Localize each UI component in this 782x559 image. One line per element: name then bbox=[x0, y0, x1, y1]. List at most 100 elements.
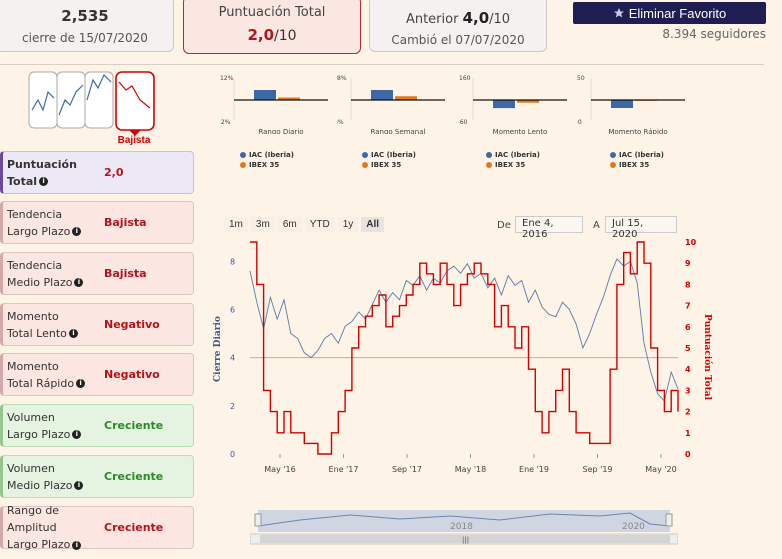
indicator-label: Momento Total Rápido i bbox=[3, 358, 104, 392]
legend-item[interactable]: IAC (Iberia) bbox=[240, 150, 294, 160]
indicator-label: Momento Total Lento i bbox=[3, 308, 104, 342]
y2-tick-label: 9 bbox=[685, 259, 691, 268]
y-tick-label: 8 bbox=[230, 257, 235, 266]
bar-chart-fast-momentum: 50 −50 Momento Rápido bbox=[577, 75, 685, 134]
bar-ymax-label: 8% bbox=[337, 75, 347, 82]
range-6m-button[interactable]: 6m bbox=[277, 217, 302, 232]
y2-tick-label: 6 bbox=[685, 323, 691, 332]
indicator-value: Creciente bbox=[104, 419, 164, 432]
indicator-value: Negativo bbox=[104, 368, 160, 381]
bar-title: Momento Lento bbox=[493, 128, 548, 134]
bar-title: Rango Semanal bbox=[371, 128, 426, 134]
bar-legend: IAC (Iberia) IBEX 35 bbox=[240, 150, 294, 170]
to-label: A bbox=[593, 220, 600, 231]
range-3m-button[interactable]: 3m bbox=[250, 217, 275, 232]
indicator-row[interactable]: Tendencia Medio Plazo i Bajista bbox=[0, 252, 194, 295]
info-icon[interactable]: i bbox=[39, 177, 49, 186]
indicator-row[interactable]: Puntuación Total i 2,0 bbox=[0, 151, 194, 194]
indicator-value: Negativo bbox=[104, 318, 160, 331]
info-icon[interactable]: i bbox=[74, 481, 84, 490]
legend-item[interactable]: IBEX 35 bbox=[486, 160, 540, 170]
legend-item[interactable]: IAC (Iberia) bbox=[486, 150, 540, 160]
bar-ymin-label: −8% bbox=[337, 119, 344, 126]
info-icon[interactable]: i bbox=[72, 227, 82, 236]
remove-favorite-button[interactable]: Eliminar Favorito bbox=[573, 2, 766, 24]
indicator-row[interactable]: Momento Total Lento i Negativo bbox=[0, 303, 194, 346]
y2-axis-label: Puntuación Total bbox=[702, 314, 713, 401]
info-icon[interactable]: i bbox=[72, 430, 82, 439]
bar-ymax-label: 160 bbox=[459, 75, 471, 82]
y2-tick-label: 0 bbox=[685, 450, 691, 459]
navigator-label-2018: 2018 bbox=[450, 522, 473, 532]
bar-ibex bbox=[278, 97, 300, 100]
star-icon bbox=[613, 8, 624, 18]
indicator-label: Volumen Medio Plazo i bbox=[3, 460, 104, 494]
header-divider bbox=[0, 64, 764, 65]
indicator-row[interactable]: Volumen Medio Plazo i Creciente bbox=[0, 455, 194, 498]
trend-charts-icon: Bajista bbox=[28, 71, 155, 146]
bar-legend: IAC (Iberia) IBEX 35 bbox=[610, 150, 664, 170]
info-icon[interactable]: i bbox=[74, 278, 84, 287]
previous-changed: Cambió el 07/07/2020 bbox=[391, 33, 525, 47]
followers-count: 8.394 seguidores bbox=[662, 27, 766, 41]
bar-ymin-label: −50 bbox=[577, 119, 582, 126]
legend-item[interactable]: IBEX 35 bbox=[610, 160, 664, 170]
bar-title: Momento Rápido bbox=[608, 128, 667, 134]
main-line-chart: 0 2 4 6 8 0 1 2 3 4 5 6 7 8 9 10 Cierre Diario Puntuación… bbox=[213, 238, 713, 474]
bar-iac bbox=[493, 100, 515, 109]
y2-tick-label: 1 bbox=[685, 429, 691, 438]
price-card: 2,535 cierre de 15/07/2020 bbox=[0, 0, 174, 52]
y-tick-label: 0 bbox=[230, 450, 235, 459]
indicator-row[interactable]: Tendencia Largo Plazo i Bajista bbox=[0, 201, 194, 244]
range-ytd-button[interactable]: YTD bbox=[304, 217, 335, 232]
x-tick-label: Sep '19 bbox=[583, 465, 613, 474]
navigator-scrollbar[interactable] bbox=[260, 535, 670, 543]
legend-item[interactable]: IBEX 35 bbox=[362, 160, 416, 170]
range-1m-button[interactable]: 1m bbox=[224, 217, 248, 232]
price-value: 2,535 bbox=[61, 7, 109, 25]
score-card: Puntuación Total 2,0/10 bbox=[183, 0, 361, 54]
x-tick-label: May '18 bbox=[455, 465, 486, 474]
indicator-label: Rango de Amplitud Largo Plazo i bbox=[3, 502, 104, 553]
chart-navigator[interactable]: 2018 2020 ||| bbox=[250, 510, 678, 546]
indicator-value: Creciente bbox=[104, 470, 164, 483]
indicator-value: Creciente bbox=[104, 521, 164, 534]
legend-item[interactable]: IBEX 35 bbox=[240, 160, 294, 170]
bar-ibex bbox=[517, 100, 539, 103]
bar-ibex bbox=[395, 96, 417, 100]
indicator-value: 2,0 bbox=[104, 166, 124, 179]
bar-ymin-label: −160 bbox=[459, 119, 468, 126]
from-date-input[interactable]: Ene 4, 2016 bbox=[515, 216, 583, 240]
info-icon[interactable]: i bbox=[68, 329, 78, 338]
bar-legend: IAC (Iberia) IBEX 35 bbox=[362, 150, 416, 170]
x-tick-label: May '16 bbox=[264, 465, 295, 474]
y2-tick-label: 10 bbox=[685, 238, 697, 247]
score-suffix: /10 bbox=[274, 28, 297, 44]
bar-ymax-label: 50 bbox=[577, 75, 585, 82]
y2-tick-label: 5 bbox=[685, 344, 691, 353]
indicator-row[interactable]: Rango de Amplitud Largo Plazo i Creciente bbox=[0, 504, 194, 551]
indicator-row[interactable]: Volumen Largo Plazo i Creciente bbox=[0, 404, 194, 447]
remove-favorite-label: Eliminar Favorito bbox=[628, 5, 727, 21]
x-tick-label: Sep '17 bbox=[392, 465, 422, 474]
indicator-row[interactable]: Momento Total Rápido i Negativo bbox=[0, 353, 194, 396]
legend-item[interactable]: IAC (Iberia) bbox=[362, 150, 416, 160]
to-date-input[interactable]: Jul 15, 2020 bbox=[605, 216, 677, 240]
trend-badge: Bajista bbox=[118, 135, 151, 146]
legend-item[interactable]: IAC (Iberia) bbox=[610, 150, 664, 160]
y-tick-label: 2 bbox=[230, 402, 235, 411]
bar-ymax-label: 12% bbox=[220, 75, 234, 82]
range-all-button[interactable]: All bbox=[361, 217, 385, 232]
range-1y-button[interactable]: 1y bbox=[337, 217, 359, 232]
y2-tick-label: 8 bbox=[685, 280, 691, 289]
navigator-right-handle[interactable] bbox=[665, 513, 673, 527]
bar-iac bbox=[254, 90, 276, 100]
navigator-left-handle[interactable] bbox=[254, 513, 262, 527]
price-date: cierre de 15/07/2020 bbox=[22, 31, 148, 45]
info-icon[interactable]: i bbox=[76, 379, 86, 388]
bar-title: Rango Diario bbox=[258, 128, 303, 134]
bar-ymin-label: −12% bbox=[220, 119, 231, 126]
info-icon[interactable]: i bbox=[72, 540, 82, 550]
bar-chart-slow-momentum: 160 −160 Momento Lento bbox=[459, 75, 567, 134]
y-axis-label: Cierre Diario bbox=[213, 316, 223, 382]
